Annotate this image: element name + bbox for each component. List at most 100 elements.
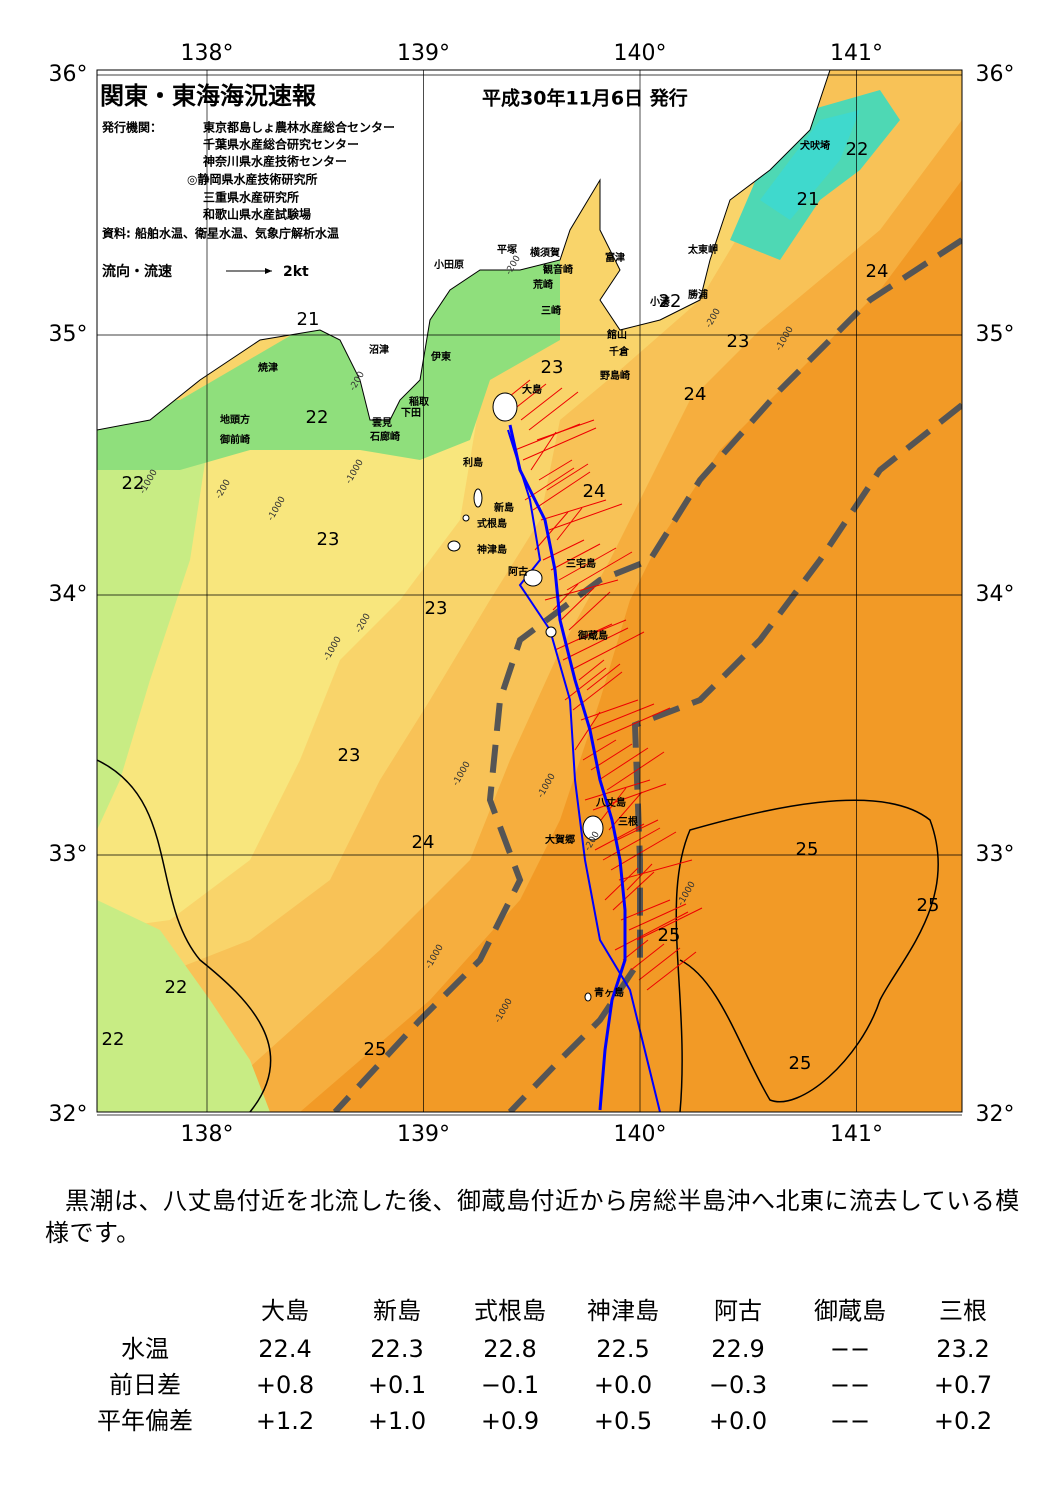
place-name: 荒崎 [532, 278, 553, 291]
temperature-label: 23 [317, 529, 340, 550]
place-name: 地頭方 [220, 413, 250, 426]
place-name: 稲取 [409, 395, 430, 408]
place-name: 伊東 [430, 350, 451, 363]
table-cell: −− [830, 1371, 870, 1399]
place-name: 小湊 [649, 295, 671, 308]
place-name: 太東岬 [687, 243, 718, 256]
table-cell: +0.9 [481, 1407, 539, 1435]
issuer-label: 発行機関： [101, 120, 162, 135]
date: 平成30年11月6日 発行 [482, 87, 688, 110]
place-name: 三宅島 [566, 557, 596, 570]
table-cell: +0.1 [368, 1371, 426, 1399]
issuer: 千葉県水産総合研究センター [203, 137, 359, 152]
place-name: 阿古 [508, 565, 528, 578]
legend-label: 流向・流速 [102, 263, 172, 280]
place-name: 青ヶ島 [594, 986, 624, 999]
table-cell: +0.0 [709, 1407, 767, 1435]
table-cell: −− [830, 1335, 870, 1363]
lat-label: 32° [976, 1102, 1015, 1127]
lat-label: 32° [49, 1102, 88, 1127]
temperature-label: 22 [102, 1029, 125, 1050]
table-header: 式根島 [474, 1297, 546, 1325]
lat-label: 34° [976, 582, 1015, 607]
issuer: 三重県水産研究所 [203, 190, 299, 205]
place-name: 御蔵島 [577, 629, 608, 642]
temperature-label: 22 [165, 977, 188, 998]
description: 黒潮は、八丈島付近を北流した後、御蔵島付近から房総半島沖へ北東に流去している模様… [45, 1187, 1020, 1247]
table-cell: −− [830, 1407, 870, 1435]
issuer: 和歌山県水産試験場 [202, 207, 311, 222]
table-cell: +0.2 [934, 1407, 992, 1435]
lon-label: 139° [397, 41, 450, 66]
table-cell: 22.3 [370, 1335, 423, 1363]
lon-label: 138° [181, 41, 234, 66]
temperature-label: 22 [846, 139, 869, 160]
lat-label: 35° [49, 322, 88, 347]
place-name: 八丈島 [595, 796, 626, 809]
place-name: 下田 [401, 407, 421, 419]
temperature-label: 23 [727, 331, 750, 352]
lat-label: 33° [976, 842, 1015, 867]
temperature-label: 24 [583, 481, 606, 502]
table-cell: +1.2 [256, 1407, 314, 1435]
temperature-label: 22 [122, 473, 145, 494]
place-name: 三崎 [541, 304, 561, 317]
table-header: 三根 [939, 1297, 987, 1325]
title: 関東・東海海況速報 [100, 82, 317, 110]
temperature-label: 24 [866, 261, 889, 282]
lon-label: 140° [614, 41, 667, 66]
place-name: 焼津 [258, 361, 278, 374]
lon-label: 138° [181, 1122, 234, 1147]
place-name: 横須賀 [530, 246, 560, 259]
temperature-label: 22 [659, 291, 682, 312]
row-label: 平年偏差 [97, 1407, 193, 1435]
place-name: 勝浦 [688, 288, 708, 301]
map-frame [96, 69, 963, 1113]
lat-label: 34° [49, 582, 88, 607]
lat-label: 36° [49, 62, 88, 87]
legend-arrowhead [265, 268, 272, 274]
issuer: 神奈川県水産技術センター [203, 154, 347, 169]
row-label: 前日差 [109, 1371, 181, 1399]
temperature-label: 21 [797, 189, 820, 210]
place-name: 沼津 [369, 343, 389, 356]
table-cell: +0.5 [594, 1407, 652, 1435]
temperature-label: 24 [684, 384, 707, 405]
place-name: 館山 [606, 328, 627, 341]
place-name: 小田原 [433, 258, 464, 271]
temperature-label: 25 [658, 925, 681, 946]
table-cell: +0.0 [594, 1371, 652, 1399]
place-name: 御前崎 [219, 433, 250, 446]
table-cell: −0.1 [481, 1371, 539, 1399]
issuer: 東京都島しょ農林水産総合センター [203, 120, 395, 135]
table-header: 神津島 [587, 1297, 659, 1325]
temperature-label: 25 [789, 1053, 812, 1074]
lat-label: 33° [49, 842, 88, 867]
table-header: 阿古 [714, 1297, 762, 1325]
table-header: 御蔵島 [814, 1297, 886, 1325]
map [97, 70, 962, 1112]
place-name: 観音崎 [543, 263, 573, 276]
legend-speed: 2kt [283, 264, 309, 280]
temperature-label: 23 [425, 598, 448, 619]
place-name: 大島 [522, 383, 542, 396]
temperature-label: 21 [297, 309, 320, 330]
lon-label: 140° [614, 1122, 667, 1147]
place-name: 石廊崎 [369, 430, 400, 443]
temperature-label: 23 [338, 745, 361, 766]
table-cell: +0.8 [256, 1371, 314, 1399]
source: 資料: 船舶水温、衛星水温、気象庁解析水温 [102, 226, 339, 241]
place-name: 式根島 [477, 517, 507, 530]
place-name: 利島 [463, 456, 483, 469]
place-name: 富津 [605, 251, 625, 264]
lon-label: 139° [397, 1122, 450, 1147]
place-name: 平塚 [497, 243, 517, 256]
table-cell: 22.8 [483, 1335, 536, 1363]
table-header: 大島 [261, 1297, 309, 1325]
lon-label: 141° [830, 1122, 883, 1147]
lon-label: 141° [830, 41, 883, 66]
lat-label: 36° [976, 62, 1015, 87]
place-name: 雲見 [372, 417, 392, 429]
temperature-label: 24 [412, 832, 435, 853]
